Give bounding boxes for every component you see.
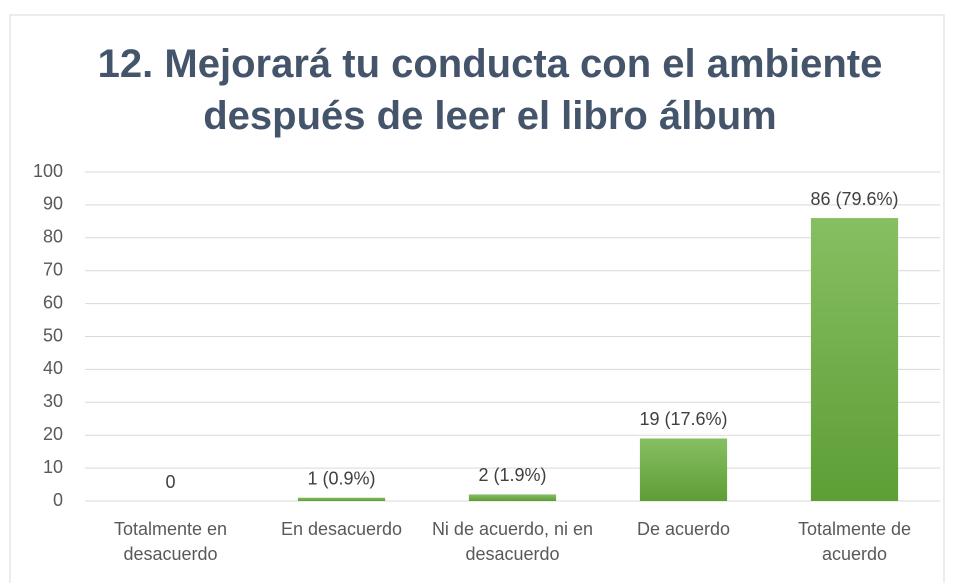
y-tick-label: 40 xyxy=(43,358,63,378)
bar xyxy=(297,497,386,501)
y-tick-label: 10 xyxy=(43,457,63,477)
y-tick-label: 60 xyxy=(43,292,63,312)
y-tick-label: 80 xyxy=(43,227,63,247)
y-tick-label: 100 xyxy=(33,161,63,181)
y-tick-label: 0 xyxy=(53,490,63,510)
y-tick-label: 70 xyxy=(43,259,63,279)
data-label: 19 (17.6%) xyxy=(639,409,727,429)
bar xyxy=(639,438,728,501)
data-label: 2 (1.9%) xyxy=(478,465,546,485)
y-tick-label: 20 xyxy=(43,424,63,444)
x-tick-label: De acuerdo xyxy=(636,519,731,539)
data-label: 1 (0.9%) xyxy=(307,468,375,488)
y-tick-label: 30 xyxy=(43,391,63,411)
bar xyxy=(468,494,557,501)
chart-title: 12. Mejorará tu conducta con el ambiente… xyxy=(97,42,883,138)
x-tick-label: Totalmente en desacuerdo xyxy=(113,519,228,564)
chart-border xyxy=(9,14,945,583)
y-tick-label: 50 xyxy=(43,325,63,345)
x-tick-label: Ni de acuerdo, ni en desacuerdo xyxy=(431,519,594,564)
x-tick-label: En desacuerdo xyxy=(280,519,403,539)
y-tick-label: 90 xyxy=(43,194,63,214)
data-label: 86 (79.6%) xyxy=(810,189,898,209)
bar xyxy=(810,218,899,501)
data-label: 0 xyxy=(165,472,175,492)
x-tick-label: Totalmente de acuerdo xyxy=(797,519,912,564)
